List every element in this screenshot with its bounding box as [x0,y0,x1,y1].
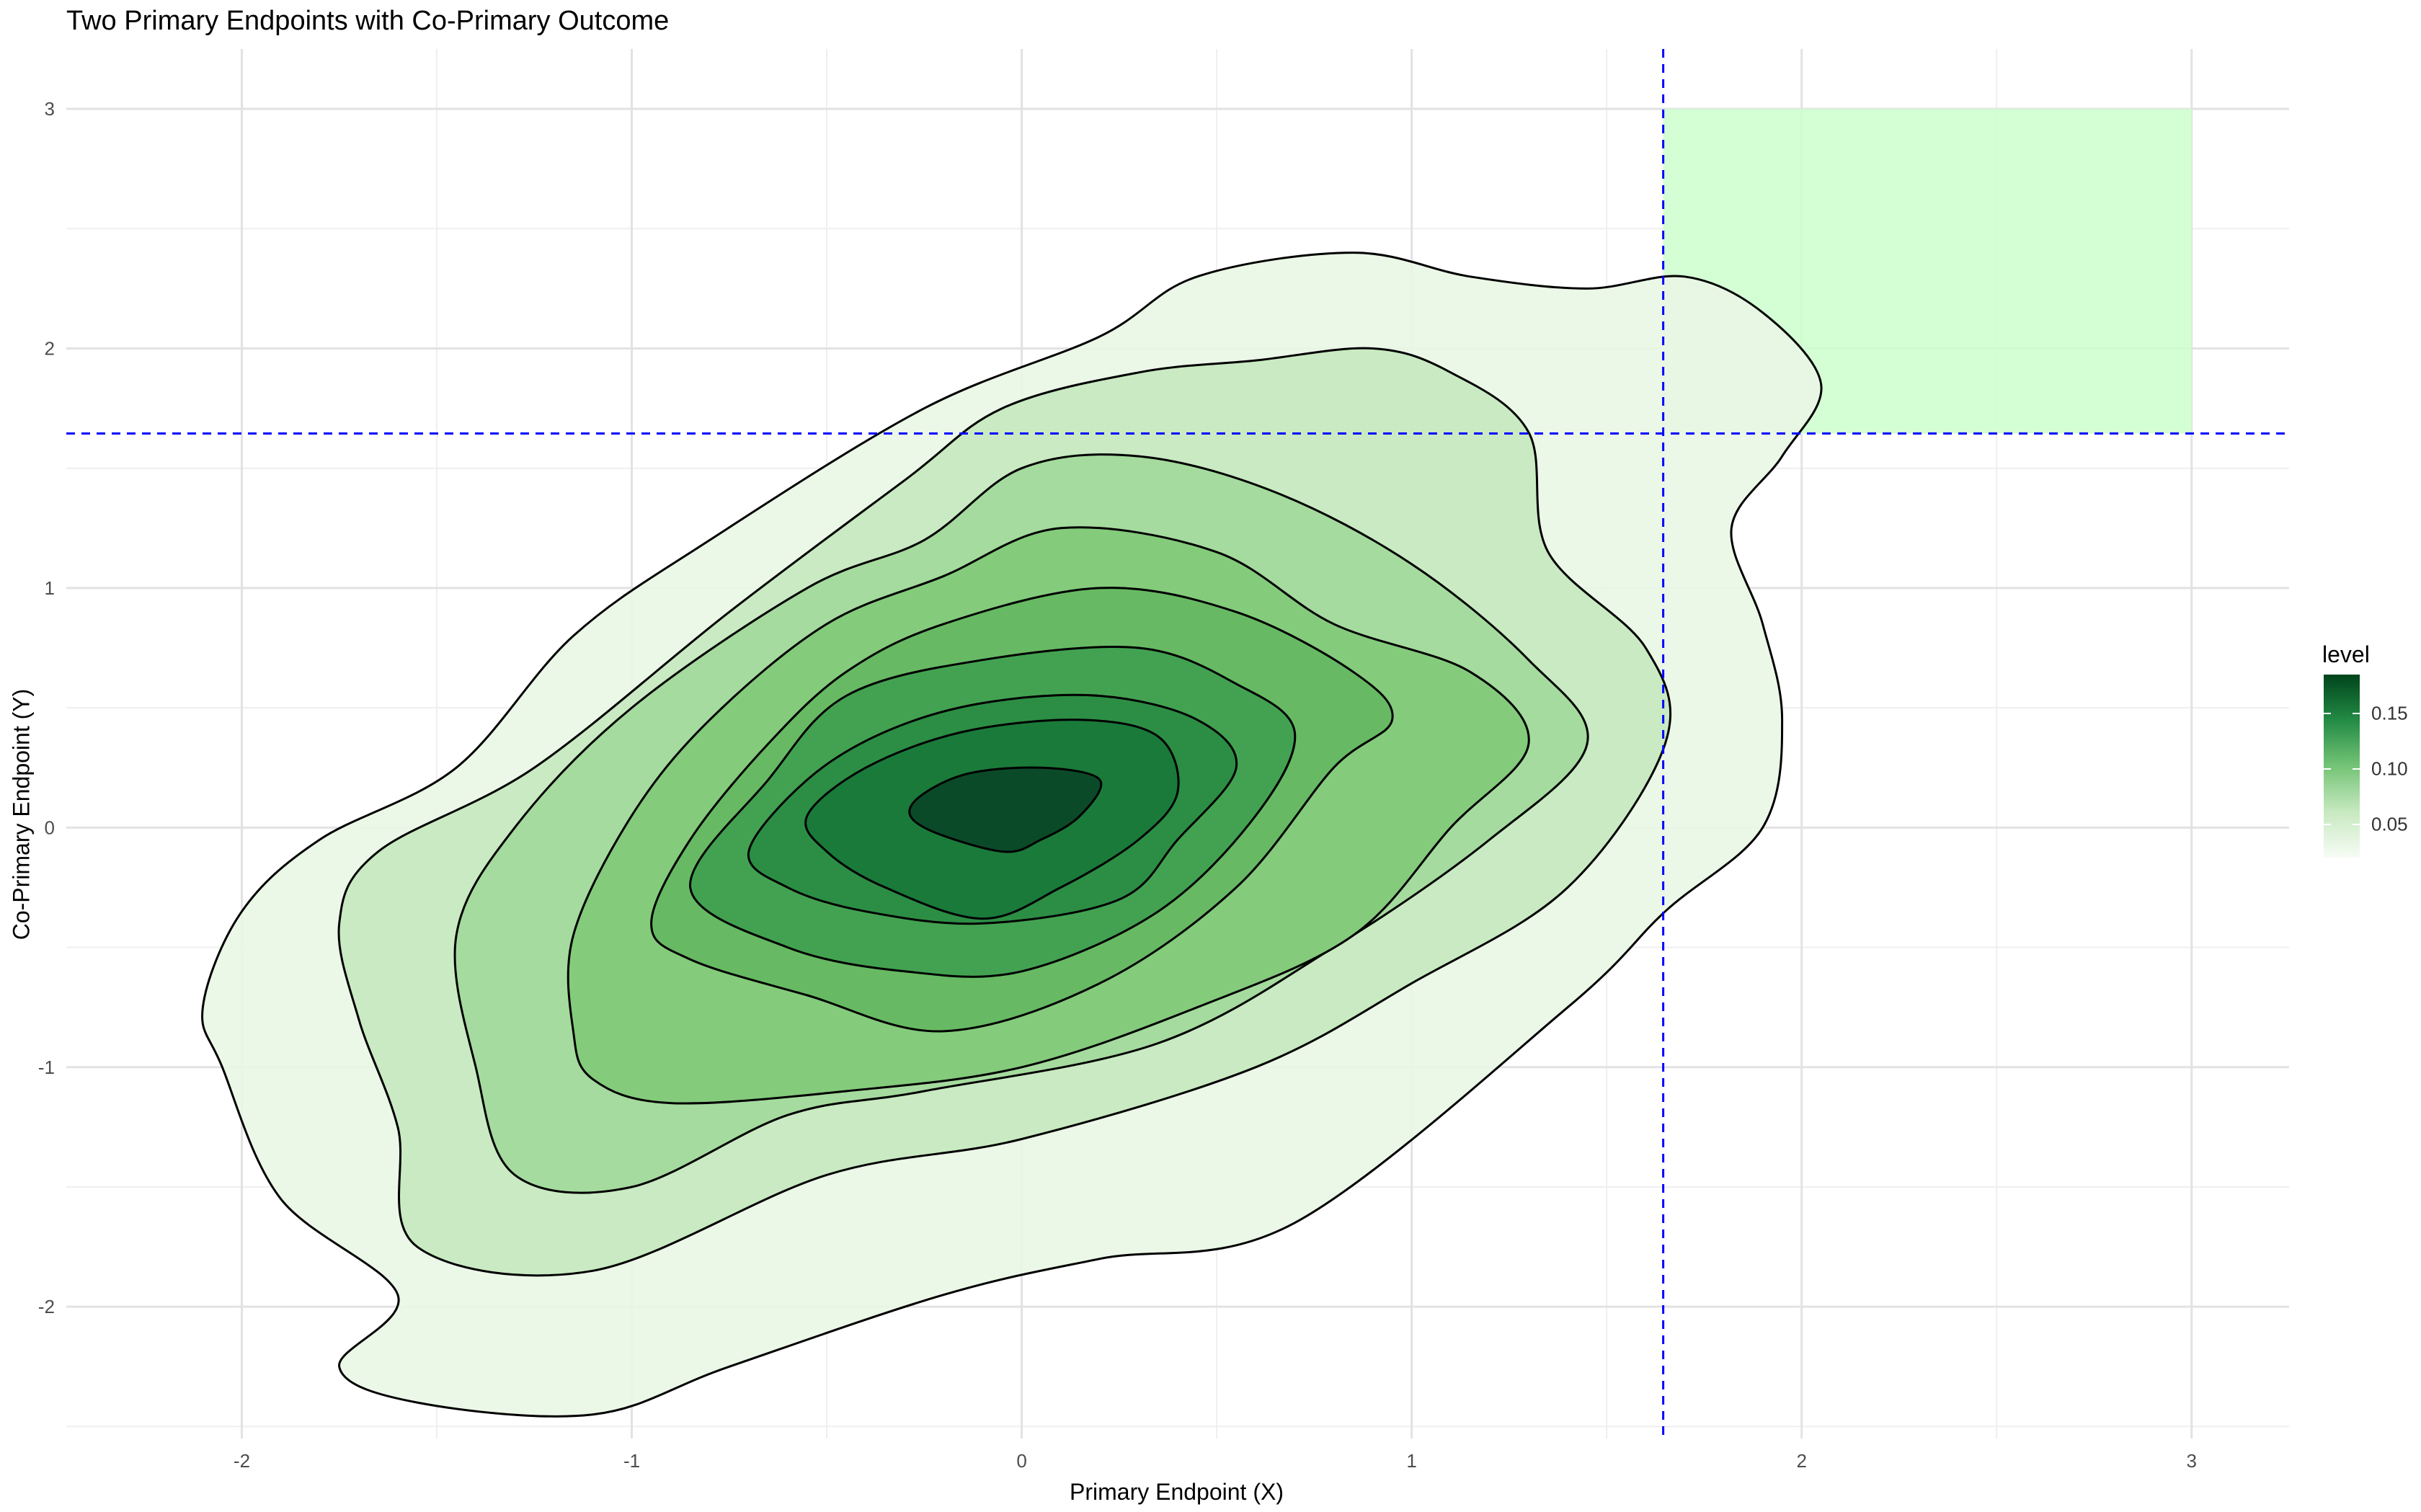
y-tick-label: -2 [38,1296,55,1317]
tick-label-layer: -2 -1 0 1 2 3 -2 -1 0 1 2 3 [38,98,2197,1472]
legend-tick-label: 0.05 [2371,813,2408,835]
x-tick-label: 1 [1406,1450,1416,1472]
legend-colorbar [2324,675,2360,858]
legend-tick-label: 0.10 [2371,757,2408,780]
y-tick-label: 2 [45,338,55,360]
contour-layer [201,252,1823,1418]
x-tick-label: -2 [234,1450,250,1472]
x-axis-label: Primary Endpoint (X) [1070,1479,1284,1505]
y-tick-label: 0 [45,817,55,838]
chart-title: Two Primary Endpoints with Co-Primary Ou… [66,6,670,36]
y-axis-label: Co-Primary Endpoint (Y) [8,688,35,940]
x-tick-label: 3 [2187,1450,2197,1472]
x-tick-label: 2 [1796,1450,1806,1472]
y-tick-label: -1 [38,1057,55,1078]
legend-title: level [2322,641,2370,667]
y-tick-label: 3 [45,98,55,120]
threshold-line-layer [66,49,2289,1438]
y-tick-label: 1 [45,577,55,599]
x-tick-label: 0 [1016,1450,1026,1472]
contour-level-9 [908,766,1103,853]
legend-tick-label: 0.15 [2371,702,2408,724]
x-tick-label: -1 [623,1450,640,1472]
